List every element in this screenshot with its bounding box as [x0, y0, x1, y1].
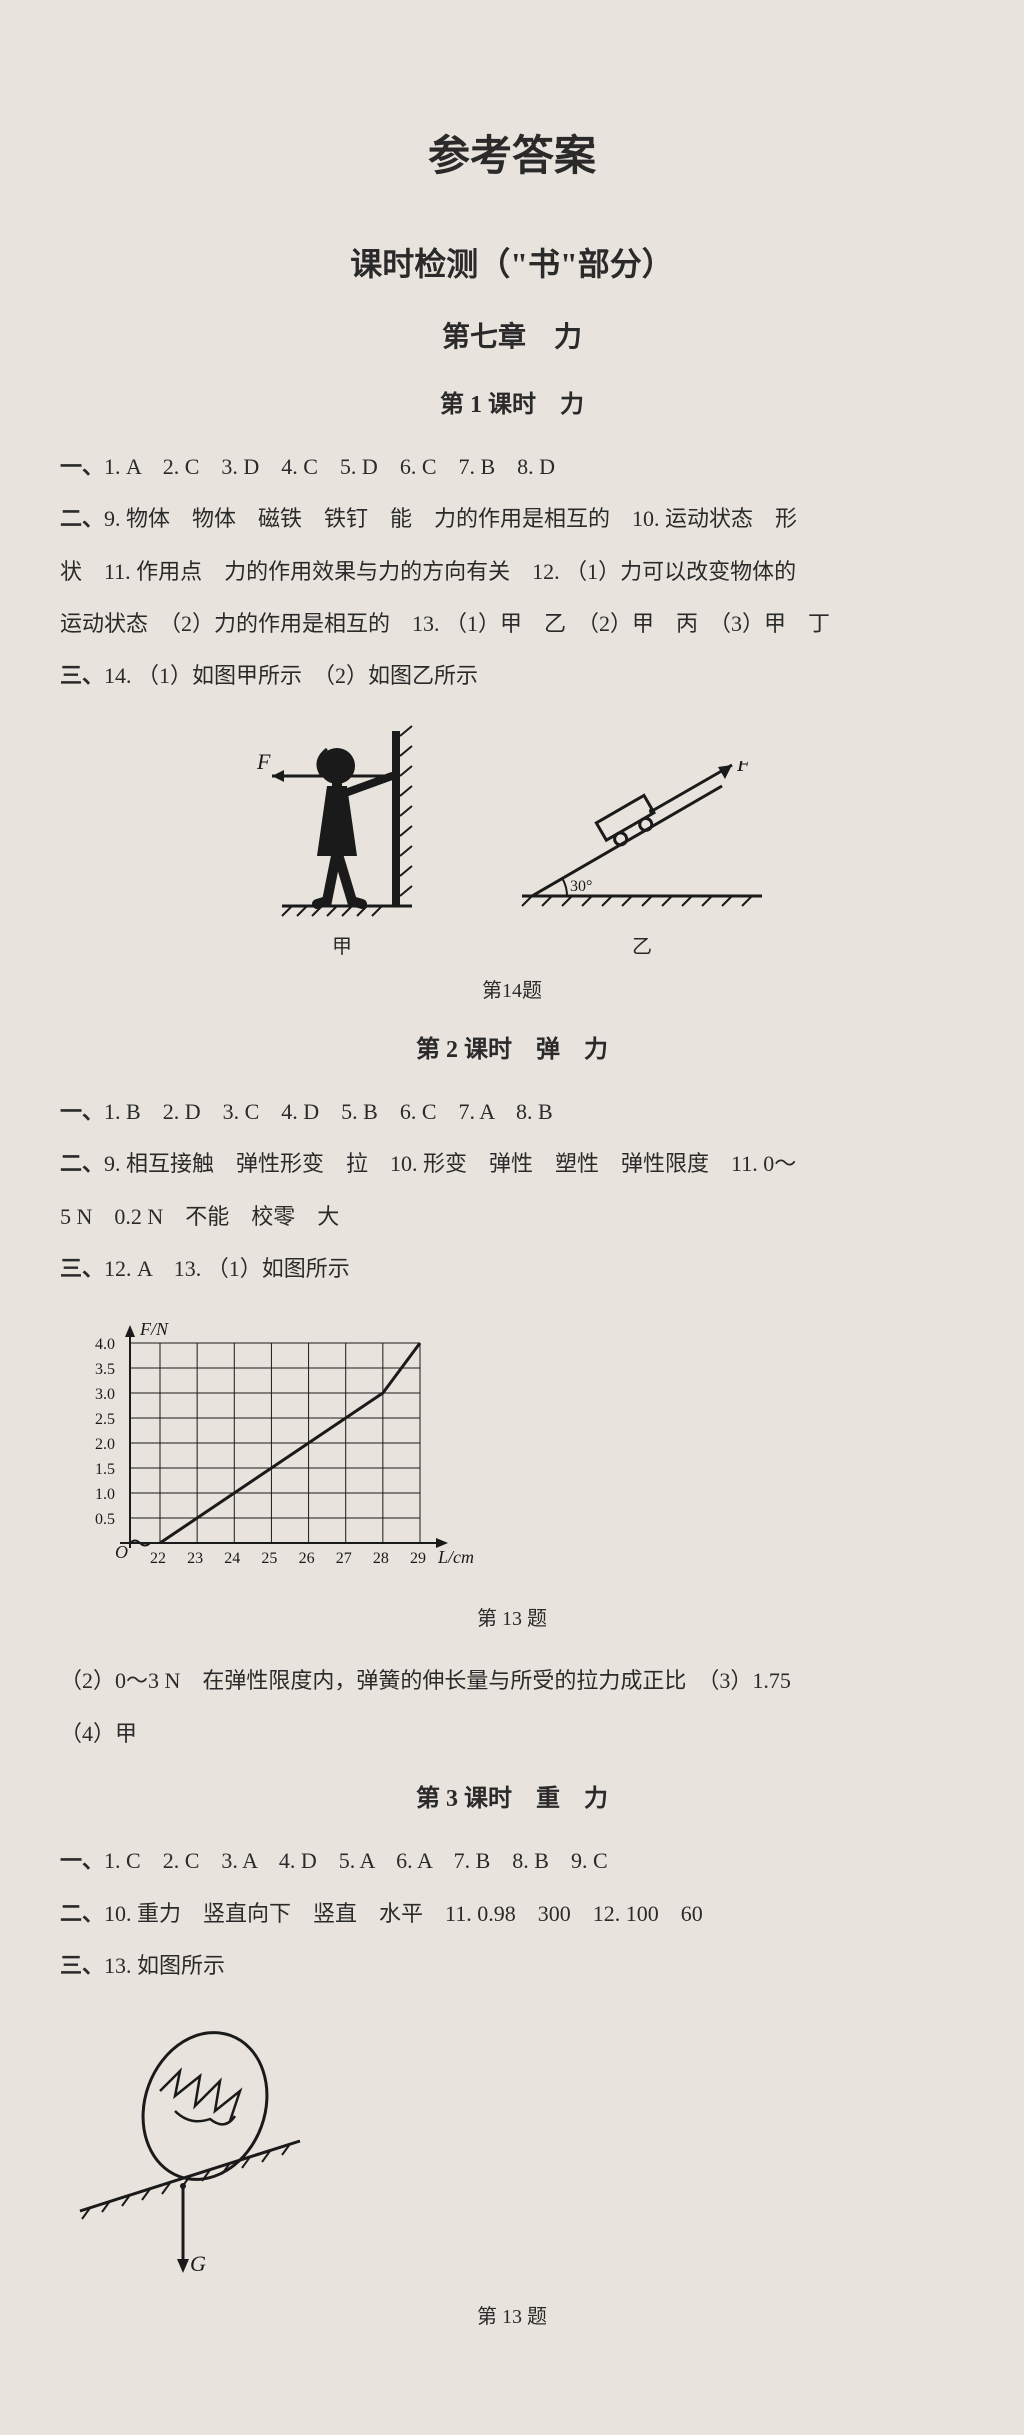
y-axis-label: F/N	[139, 1319, 169, 1339]
svg-text:4.0: 4.0	[95, 1336, 115, 1353]
chapter-title: 第七章 力	[60, 313, 964, 363]
x-axis-label: L/cm	[437, 1547, 474, 1567]
svg-text:O: O	[115, 1542, 128, 1562]
lesson1-part3-line1: 三、14. （1）如图甲所示 （2）如图乙所示	[60, 652, 964, 700]
figure13-caption: 第 13 题	[60, 1601, 964, 1637]
figure14-jia-svg: F	[252, 721, 432, 921]
lesson3-title: 第 3 课时 重 力	[60, 1778, 964, 1821]
angle-label: 30°	[570, 878, 592, 895]
part-label: 一、	[60, 1848, 104, 1873]
lesson3-part1: 一、1. C 2. C 3. A 4. D 5. A 6. A 7. B 8. …	[60, 1837, 964, 1885]
gravity-label: G	[190, 2251, 206, 2276]
svg-text:26: 26	[299, 1550, 315, 1567]
figure14-yi-svg: 30° F	[512, 761, 772, 921]
lesson1-title: 第 1 课时 力	[60, 384, 964, 427]
gravity-figure: G	[60, 2011, 320, 2291]
lesson2-title: 第 2 课时 弹 力	[60, 1029, 964, 1072]
answers: 12. A 13. （1）如图所示	[104, 1256, 350, 1281]
answers: 9. 物体 物体 磁铁 铁钉 能 力的作用是相互的 10. 运动状态 形	[104, 506, 797, 531]
figure13-lesson3-caption: 第 13 题	[60, 2299, 964, 2335]
part-label: 三、	[60, 1953, 104, 1978]
figure14-jia: F 甲	[252, 721, 432, 965]
svg-text:3.5: 3.5	[95, 1361, 115, 1378]
figure14-caption: 第14题	[60, 973, 964, 1009]
figure13-chart-container: F/N L/cm O 0.5 1.0 1.5 2.0 2.5 3.0 3.5 4.0 22 23…	[60, 1313, 964, 1637]
part-label: 二、	[60, 1151, 104, 1176]
answers: 13. 如图所示	[104, 1953, 225, 1978]
main-title: 参考答案	[60, 120, 964, 196]
part-label: 一、	[60, 454, 104, 479]
figure14-container: F 甲	[60, 721, 964, 1009]
part-label: 三、	[60, 1256, 104, 1281]
figure14-yi-label: 乙	[512, 929, 772, 965]
lesson2-part1: 一、1. B 2. D 3. C 4. D 5. B 6. C 7. A 8. …	[60, 1088, 964, 1136]
part-label: 三、	[60, 663, 104, 688]
svg-text:29: 29	[410, 1550, 426, 1567]
answers: 1. C 2. C 3. A 4. D 5. A 6. A 7. B 8. B …	[104, 1848, 608, 1873]
svg-text:22: 22	[150, 1550, 166, 1567]
lesson2-part2-line2: 5 N 0.2 N 不能 校零 大	[60, 1193, 964, 1241]
figure14-yi: 30° F 乙	[512, 761, 772, 965]
part-label: 二、	[60, 1901, 104, 1926]
answers: 1. A 2. C 3. D 4. C 5. D 6. C 7. B 8. D	[104, 454, 555, 479]
lesson2-part3-line2: （2）0～3 N 在弹性限度内，弹簧的伸长量与所受的拉力成正比 （3）1.75	[60, 1657, 964, 1705]
answers: 9. 相互接触 弹性形变 拉 10. 形变 弹性 塑性 弹性限度 11. 0～	[104, 1151, 796, 1176]
figure13-lesson3-container: G 第 13 题	[60, 2011, 964, 2335]
answers: 1. B 2. D 3. C 4. D 5. B 6. C 7. A 8. B	[104, 1099, 553, 1124]
lesson2-part3-line1: 三、12. A 13. （1）如图所示	[60, 1245, 964, 1293]
lesson2-part3-line3: （4）甲	[60, 1710, 964, 1758]
svg-text:24: 24	[224, 1550, 240, 1567]
part-label: 二、	[60, 506, 104, 531]
lesson1-part1: 一、1. A 2. C 3. D 4. C 5. D 6. C 7. B 8. …	[60, 443, 964, 491]
answers: 14. （1）如图甲所示 （2）如图乙所示	[104, 663, 478, 688]
lesson1-part2-line2: 状 11. 作用点 力的作用效果与力的方向有关 12. （1）力可以改变物体的	[60, 548, 964, 596]
svg-text:3.0: 3.0	[95, 1386, 115, 1403]
svg-text:1.0: 1.0	[95, 1486, 115, 1503]
svg-text:23: 23	[187, 1550, 203, 1567]
svg-text:2.5: 2.5	[95, 1411, 115, 1428]
spring-force-chart: F/N L/cm O 0.5 1.0 1.5 2.0 2.5 3.0 3.5 4.0 22 23…	[60, 1313, 480, 1593]
force-label: F	[256, 749, 271, 774]
svg-text:27: 27	[336, 1550, 352, 1567]
lesson1-part2-line3: 运动状态 （2）力的作用是相互的 13. （1）甲 乙 （2）甲 丙 （3）甲 …	[60, 600, 964, 648]
part-label: 一、	[60, 1099, 104, 1124]
lesson3-part3-line1: 三、13. 如图所示	[60, 1942, 964, 1990]
lesson3-part2-line1: 二、10. 重力 竖直向下 竖直 水平 11. 0.98 300 12. 100…	[60, 1890, 964, 1938]
lesson1-part2-line1: 二、9. 物体 物体 磁铁 铁钉 能 力的作用是相互的 10. 运动状态 形	[60, 495, 964, 543]
answers: 10. 重力 竖直向下 竖直 水平 11. 0.98 300 12. 100 6…	[104, 1901, 703, 1926]
section-title: 课时检测（"书"部分）	[60, 236, 964, 294]
svg-text:1.5: 1.5	[95, 1461, 115, 1478]
figure14-jia-label: 甲	[252, 929, 432, 965]
svg-text:0.5: 0.5	[95, 1511, 115, 1528]
lesson2-part2-line1: 二、9. 相互接触 弹性形变 拉 10. 形变 弹性 塑性 弹性限度 11. 0…	[60, 1140, 964, 1188]
svg-text:2.0: 2.0	[95, 1436, 115, 1453]
force-label: F	[736, 761, 751, 776]
svg-text:25: 25	[261, 1550, 277, 1567]
svg-text:28: 28	[373, 1550, 389, 1567]
